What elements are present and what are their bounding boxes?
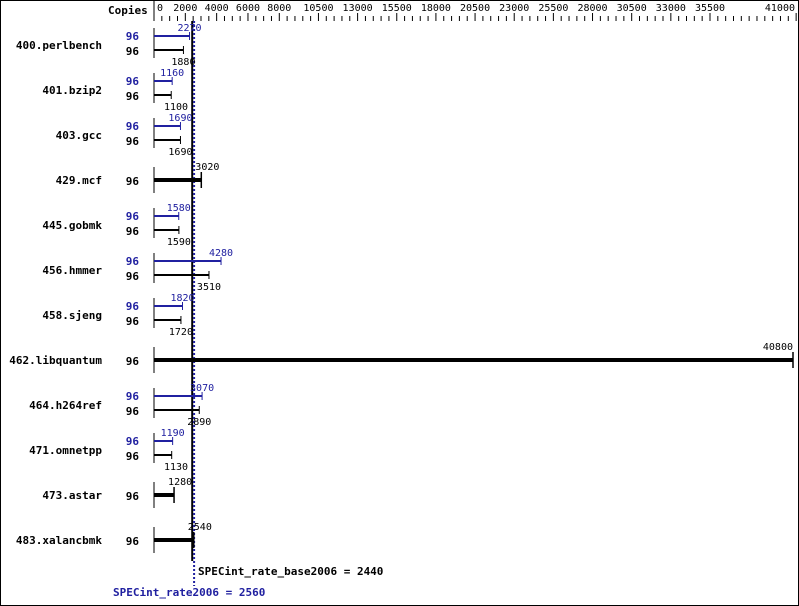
- benchmark-label: 471.omnetpp: [29, 444, 102, 457]
- base-copies: 96: [126, 135, 140, 148]
- base-copies: 96: [126, 315, 140, 328]
- tick-label: 10500: [303, 3, 333, 14]
- benchmark-label: 458.sjeng: [42, 309, 102, 322]
- benchmark-label: 403.gcc: [56, 129, 102, 142]
- base-copies: 96: [126, 90, 140, 103]
- benchmark-label: 462.libquantum: [9, 354, 102, 367]
- base-value-label: 1690: [168, 147, 192, 158]
- tick-label: 18000: [421, 3, 451, 14]
- base-copies: 96: [126, 405, 140, 418]
- tick-label: 4000: [205, 3, 229, 14]
- peak-copies: 96: [126, 435, 140, 448]
- tick-label: 0: [157, 3, 163, 14]
- tick-label: 35500: [695, 3, 725, 14]
- base-copies: 96: [126, 225, 140, 238]
- tick-label: 15500: [382, 3, 412, 14]
- tick-label: 23000: [499, 3, 529, 14]
- benchmark-label: 456.hmmer: [42, 264, 102, 277]
- peak-value-label: 2270: [178, 23, 202, 34]
- base-copies: 96: [126, 175, 140, 188]
- benchmark-label: 464.h264ref: [29, 399, 102, 412]
- benchmark-label: 429.mcf: [56, 174, 102, 187]
- base-copies: 96: [126, 535, 140, 548]
- peak-summary: SPECint_rate2006 = 2560: [113, 586, 265, 599]
- base-copies: 96: [126, 270, 140, 283]
- peak-value-label: 1160: [160, 68, 184, 79]
- base-value-label: 2540: [188, 522, 212, 533]
- base-summary: SPECint_rate_base2006 = 2440: [198, 565, 383, 578]
- peak-copies: 96: [126, 255, 140, 268]
- tick-label: 28000: [577, 3, 607, 14]
- peak-copies: 96: [126, 120, 140, 133]
- tick-label: 8000: [267, 3, 291, 14]
- base-value-label: 2890: [187, 417, 211, 428]
- peak-copies: 96: [126, 300, 140, 313]
- peak-value-label: 1580: [167, 203, 191, 214]
- base-value-label: 1280: [168, 477, 192, 488]
- benchmark-label: 445.gobmk: [42, 219, 102, 232]
- base-value-label: 40800: [763, 342, 793, 353]
- peak-copies: 96: [126, 30, 140, 43]
- base-copies: 96: [126, 490, 140, 503]
- copies-header: Copies: [108, 4, 148, 17]
- benchmark-label: 401.bzip2: [42, 84, 102, 97]
- peak-value-label: 4280: [209, 248, 233, 259]
- base-value-label: 1720: [169, 327, 193, 338]
- peak-copies: 96: [126, 390, 140, 403]
- base-copies: 96: [126, 355, 140, 368]
- benchmark-label: 473.astar: [42, 489, 102, 502]
- tick-label: 41000: [765, 3, 795, 14]
- tick-label: 33000: [656, 3, 686, 14]
- benchmark-label: 400.perlbench: [16, 39, 102, 52]
- peak-value-label: 1690: [168, 113, 192, 124]
- base-copies: 96: [126, 450, 140, 463]
- peak-copies: 96: [126, 210, 140, 223]
- tick-label: 30500: [617, 3, 647, 14]
- base-value-label: 1100: [164, 102, 188, 113]
- base-value-label: 1880: [171, 57, 195, 68]
- tick-label: 13000: [343, 3, 373, 14]
- base-value-label: 3020: [195, 162, 219, 173]
- tick-label: 25500: [538, 3, 568, 14]
- tick-label: 20500: [460, 3, 490, 14]
- peak-copies: 96: [126, 75, 140, 88]
- tick-label: 6000: [236, 3, 260, 14]
- peak-value-label: 3070: [190, 383, 214, 394]
- tick-label: 2000: [173, 3, 197, 14]
- benchmark-label: 483.xalancbmk: [16, 534, 102, 547]
- base-value-label: 1130: [164, 462, 188, 473]
- base-value-label: 1590: [167, 237, 191, 248]
- peak-value-label: 1190: [161, 428, 185, 439]
- base-copies: 96: [126, 45, 140, 58]
- peak-value-label: 1820: [170, 293, 194, 304]
- base-value-label: 3510: [197, 282, 221, 293]
